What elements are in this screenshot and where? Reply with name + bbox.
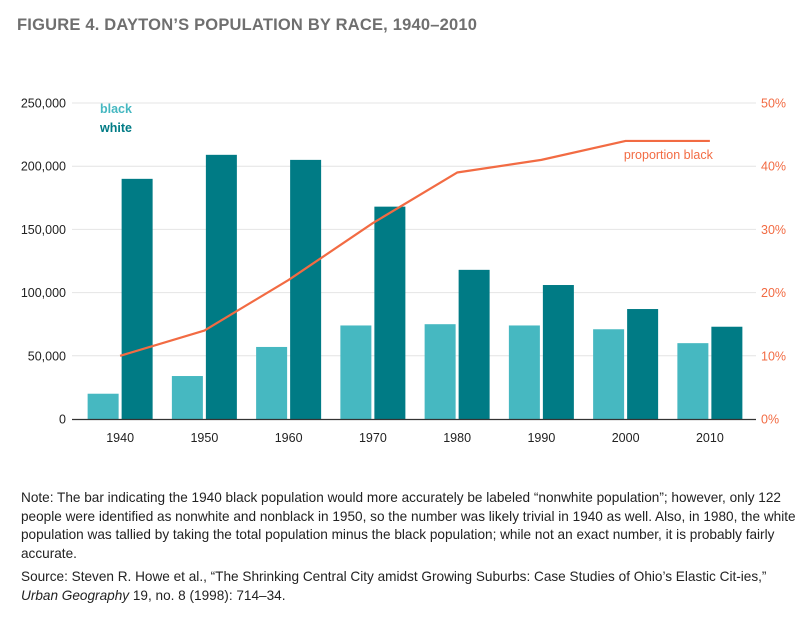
y-left-tick-label: 100,000 [21, 286, 66, 300]
legend-black: black [100, 102, 132, 116]
proportion-line-group: proportion black [119, 139, 714, 357]
bar-white-1960 [290, 159, 322, 419]
y-right-tick-label: 30% [761, 223, 786, 237]
figure-title: FIGURE 4. DAYTON’S POPULATION BY RACE, 1… [17, 16, 478, 34]
chart-source: Source: Steven R. Howe et al., “The Shri… [21, 568, 799, 605]
bar-black-2010 [677, 343, 709, 419]
source-prefix: Source: Steven R. Howe et al., “The Shri… [21, 569, 767, 584]
x-tick-label: 1940 [106, 431, 134, 445]
x-tick-label: 1970 [359, 431, 387, 445]
bar-black-1940 [87, 393, 119, 419]
y-right-tick-label: 40% [761, 160, 786, 174]
x-tick-label: 2000 [612, 431, 640, 445]
x-tick-label: 2010 [696, 431, 724, 445]
source-journal: Urban Geography [21, 587, 130, 603]
x-tick-label: 1950 [190, 431, 218, 445]
bar-white-2010 [711, 326, 743, 419]
proportion-black-label: proportion black [624, 148, 714, 162]
population-chart: proportion black 0 50,000 100,000 150,000 20… [21, 97, 786, 446]
legend: black white [99, 102, 132, 135]
y-right-tick-label: 10% [761, 349, 786, 363]
bar-white-1950 [205, 154, 237, 419]
bar-white-1980 [458, 269, 490, 419]
source-suffix: 19, no. 8 (1998): 714–34. [129, 587, 286, 603]
x-tick-label: 1980 [443, 431, 471, 445]
proportion-black-line [119, 139, 710, 357]
bars [87, 154, 743, 419]
bar-black-1950 [171, 376, 203, 419]
bar-black-1960 [256, 346, 288, 419]
y-left-tick-label: 200,000 [21, 160, 66, 174]
axes: 0 50,000 100,000 150,000 200,000 250,000 0% 10%… [21, 97, 786, 446]
bar-white-2000 [627, 309, 659, 419]
bar-black-1980 [424, 324, 456, 419]
y-left-tick-label: 250,000 [21, 97, 66, 111]
y-right-tick-label: 50% [761, 97, 786, 111]
bar-black-2000 [593, 329, 625, 419]
y-left-tick-label: 0 [59, 413, 66, 427]
y-left-tick-label: 150,000 [21, 223, 66, 237]
x-tick-label: 1990 [527, 431, 555, 445]
bar-black-1990 [508, 325, 540, 419]
x-tick-label: 1960 [275, 431, 303, 445]
legend-white: white [99, 121, 132, 135]
bar-white-1990 [542, 285, 574, 419]
y-left-tick-label: 50,000 [28, 349, 66, 363]
y-right-tick-label: 0% [761, 413, 779, 427]
y-right-tick-label: 20% [761, 286, 786, 300]
bar-white-1970 [374, 206, 406, 419]
bar-black-1970 [340, 325, 372, 419]
bar-white-1940 [121, 178, 153, 419]
chart-note: Note: The bar indicating the 1940 black … [21, 490, 796, 561]
